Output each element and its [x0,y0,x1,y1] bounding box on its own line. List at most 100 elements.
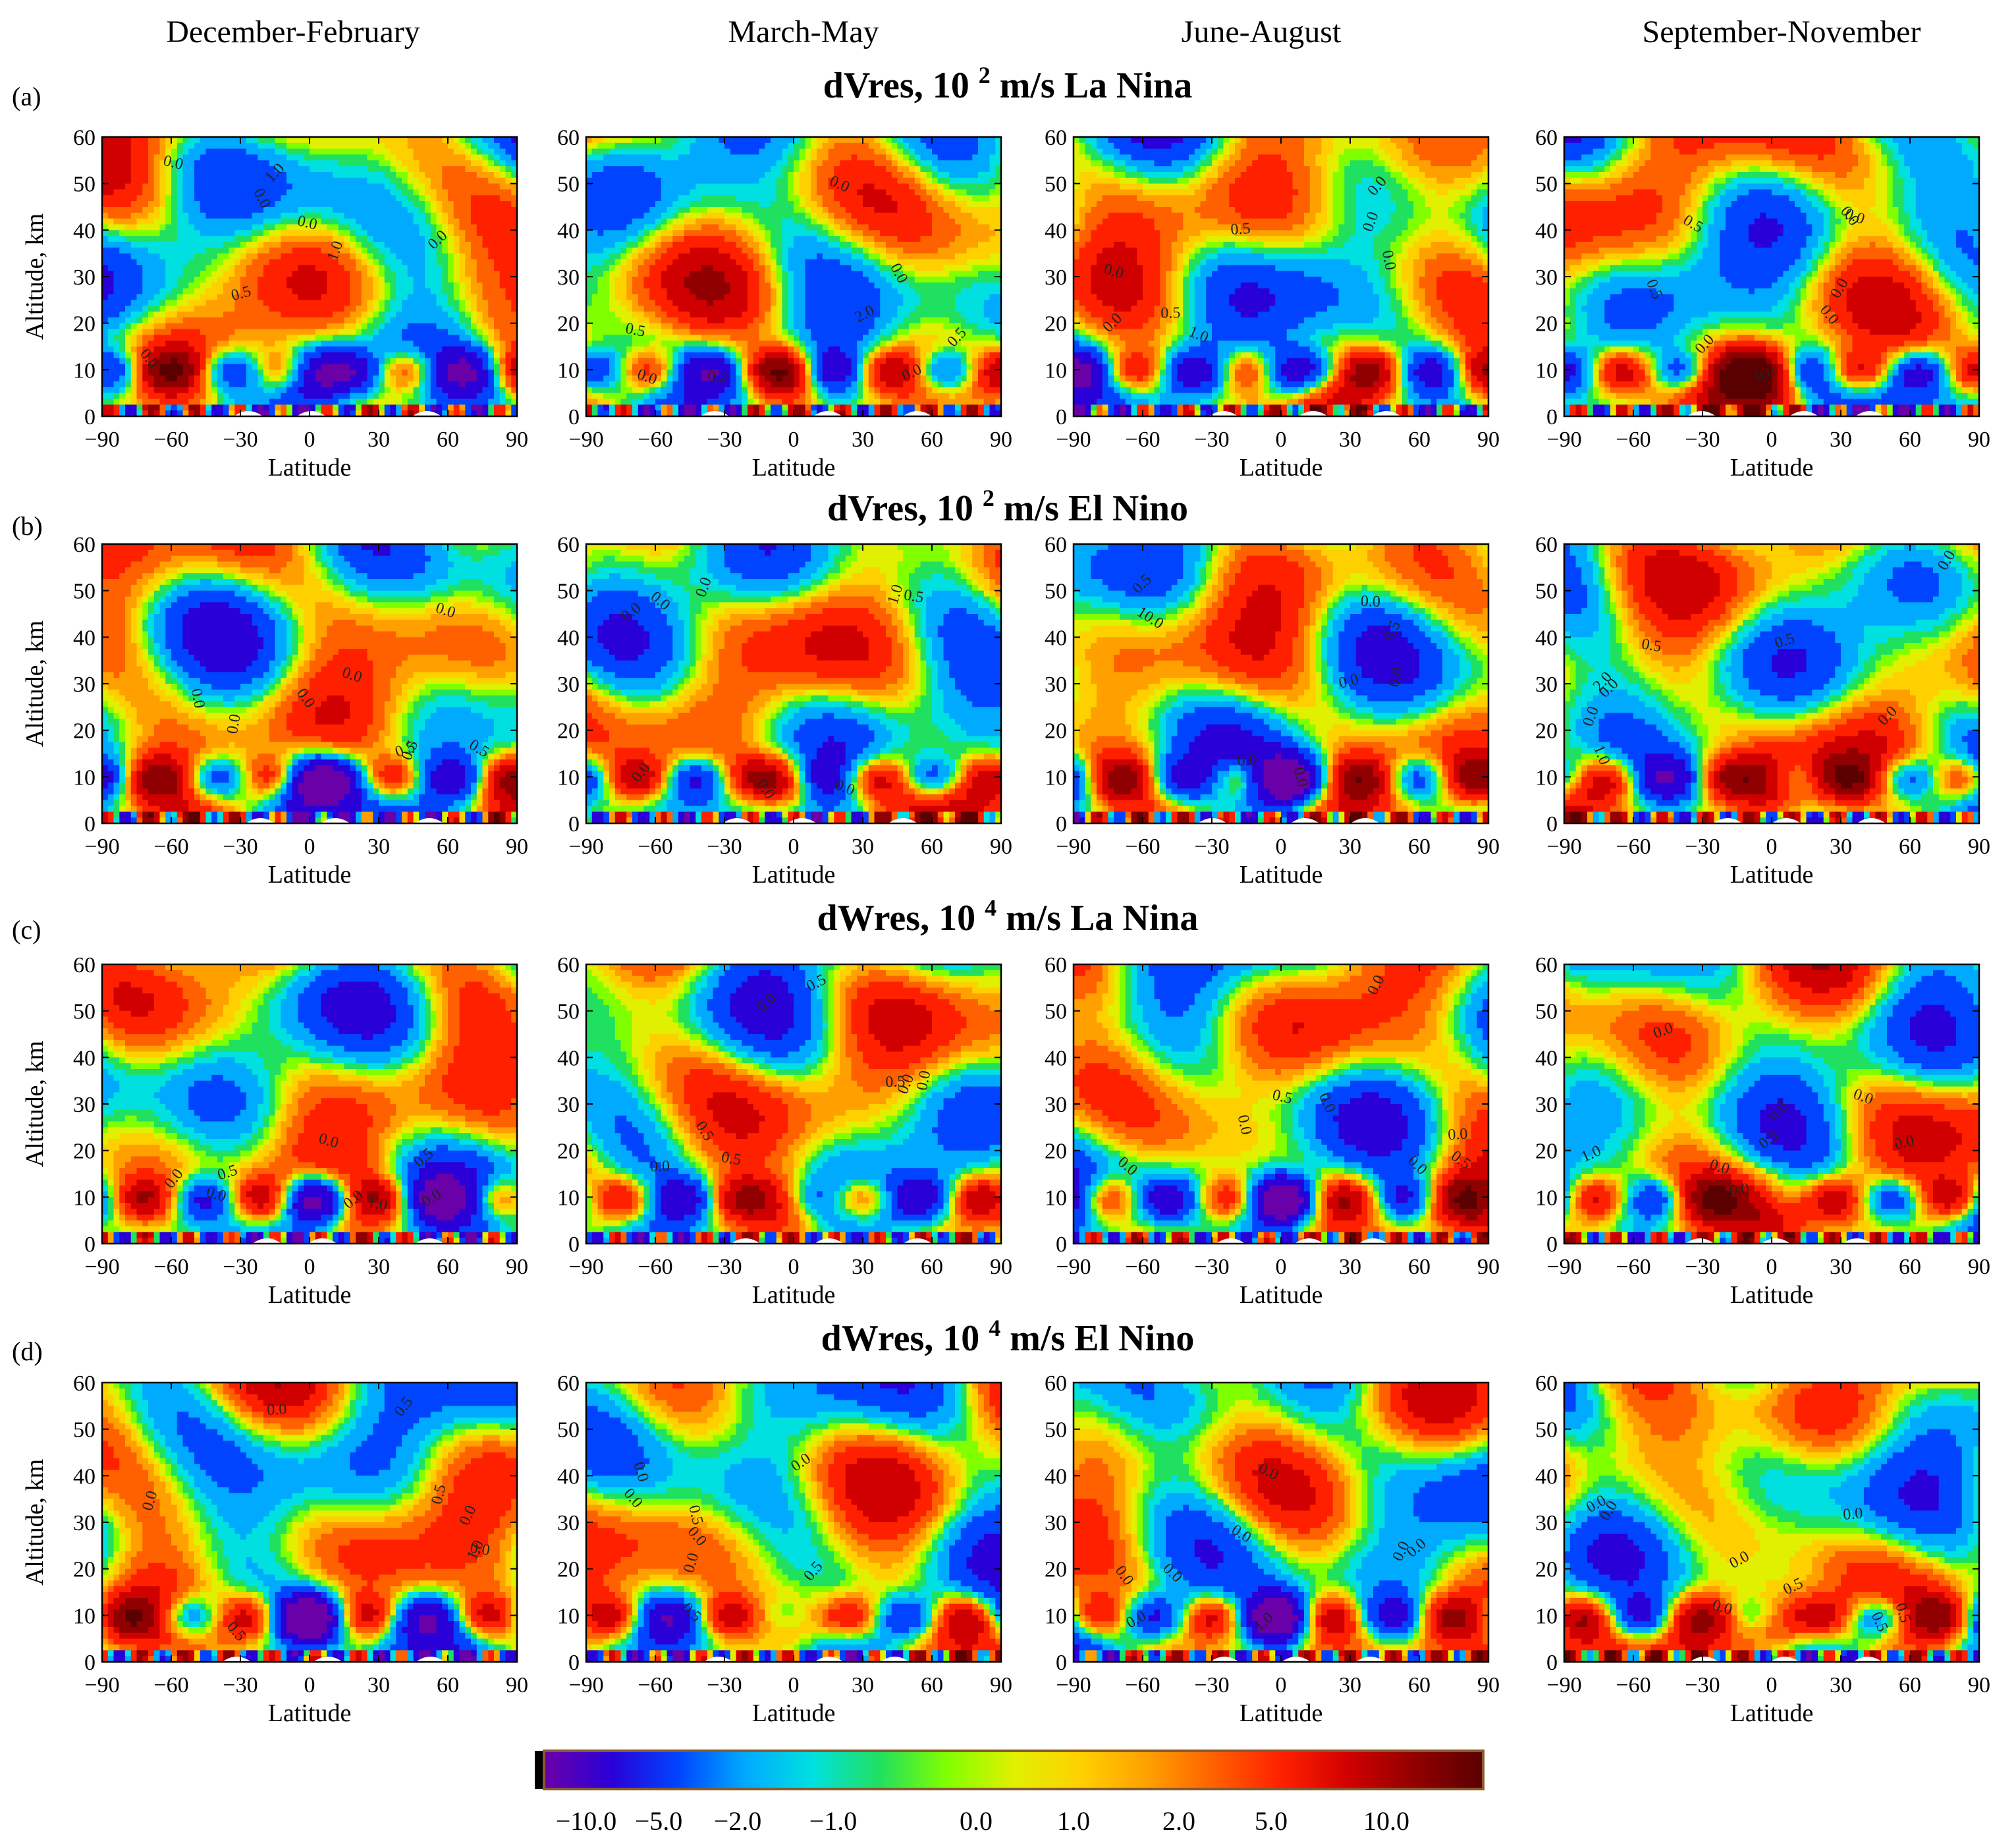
heatmap-cell [142,312,149,318]
heatmap-cell [211,160,218,167]
heatmap-cell [315,189,322,196]
heatmap-cell [822,212,829,219]
heatmap-cell [373,364,379,370]
heatmap-cell [171,207,178,213]
heatmap-cell [805,166,811,173]
heatmap-cell [667,195,673,202]
heatmap-cell [304,160,310,167]
heatmap-cell [782,137,788,144]
heatmap-cell [413,381,420,388]
heatmap-cell [217,381,224,388]
heatmap-cell [430,230,437,236]
heatmap-cell [373,393,379,400]
heatmap-cell [315,195,322,202]
heatmap-cell [107,341,115,347]
heatmap-cell [275,242,281,248]
heatmap-cell [275,300,281,306]
heatmap-cell [396,242,402,248]
heatmap-cell [182,148,189,155]
heatmap-cell [200,212,207,219]
heatmap-cell [171,242,178,248]
heatmap-cell [315,404,322,411]
heatmap-cell [817,172,823,179]
heatmap-cell [511,294,517,300]
heatmap-cell [765,218,771,225]
heatmap-cell [373,399,379,405]
heatmap-cell [310,183,316,190]
heatmap-cell [586,218,593,225]
heatmap-cell [102,271,109,277]
heatmap-cell [136,259,143,265]
heatmap-cell [471,300,477,306]
heatmap-cell [338,195,345,202]
heatmap-cell [632,253,639,260]
heatmap-cell [591,212,599,219]
heatmap-cell [799,224,806,231]
heatmap-cell [465,137,472,144]
heatmap-cell [153,341,161,347]
heatmap-cell [442,393,449,400]
heatmap-cell [903,172,910,179]
heatmap-cell [724,247,731,254]
heatmap-cell [817,142,823,150]
heatmap-cell [281,154,287,161]
heatmap-cell [413,346,420,353]
heatmap-cell [102,177,109,184]
heatmap-cell [465,341,472,347]
heatmap-cell [459,335,466,341]
heatmap-cell [459,288,466,295]
heatmap-cell [113,271,120,277]
heatmap-cell [805,137,811,144]
heatmap-cell [177,183,184,190]
heatmap-cell [159,201,166,207]
heatmap-cell [356,177,362,184]
heatmap-cell [476,265,483,271]
heatmap-cell [436,335,443,341]
heatmap-cell [886,148,892,155]
heatmap-cell [119,375,126,382]
heatmap-cell [724,148,731,155]
heatmap-cell [246,253,253,260]
heatmap-cell [920,236,927,242]
heatmap-cell [142,288,149,295]
heatmap-cell [188,212,195,219]
heatmap-cell [327,242,333,248]
heatmap-cell [983,137,991,144]
heatmap-cell [171,183,178,190]
heatmap-cell [863,195,869,202]
y-tick-label: 20 [73,312,95,337]
heatmap-cell [107,375,115,382]
heatmap-cell [304,335,310,341]
heatmap-cell [494,346,501,353]
heatmap-cell [880,201,886,207]
heatmap-cell [742,218,748,225]
heatmap-cell [258,207,264,213]
heatmap-cell [978,183,985,190]
heatmap-cell [258,242,264,248]
heatmap-cell [142,172,149,179]
heatmap-cell [505,183,512,190]
heatmap-cell [499,393,506,400]
heatmap-cell [211,183,218,190]
heatmap-cell [246,312,253,318]
heatmap-cell [960,230,967,236]
heatmap-cell [217,277,224,283]
heatmap-cell [379,177,385,184]
heatmap-cell [384,399,391,405]
heatmap-cell [234,247,241,254]
heatmap-cell [591,218,599,225]
heatmap-cell [442,288,449,295]
heatmap-cell [200,375,207,382]
heatmap-cell [436,399,443,405]
heatmap-cell [661,212,668,219]
heatmap-cell [229,288,235,295]
heatmap-cell [880,183,886,190]
heatmap-cell [926,230,933,236]
heatmap-cell [188,154,195,161]
heatmap-cell [672,148,679,155]
heatmap-cell [511,317,517,324]
heatmap-cell [205,282,212,289]
heatmap-cell [465,259,472,265]
heatmap-cell [182,218,189,225]
heatmap-cell [188,341,195,347]
